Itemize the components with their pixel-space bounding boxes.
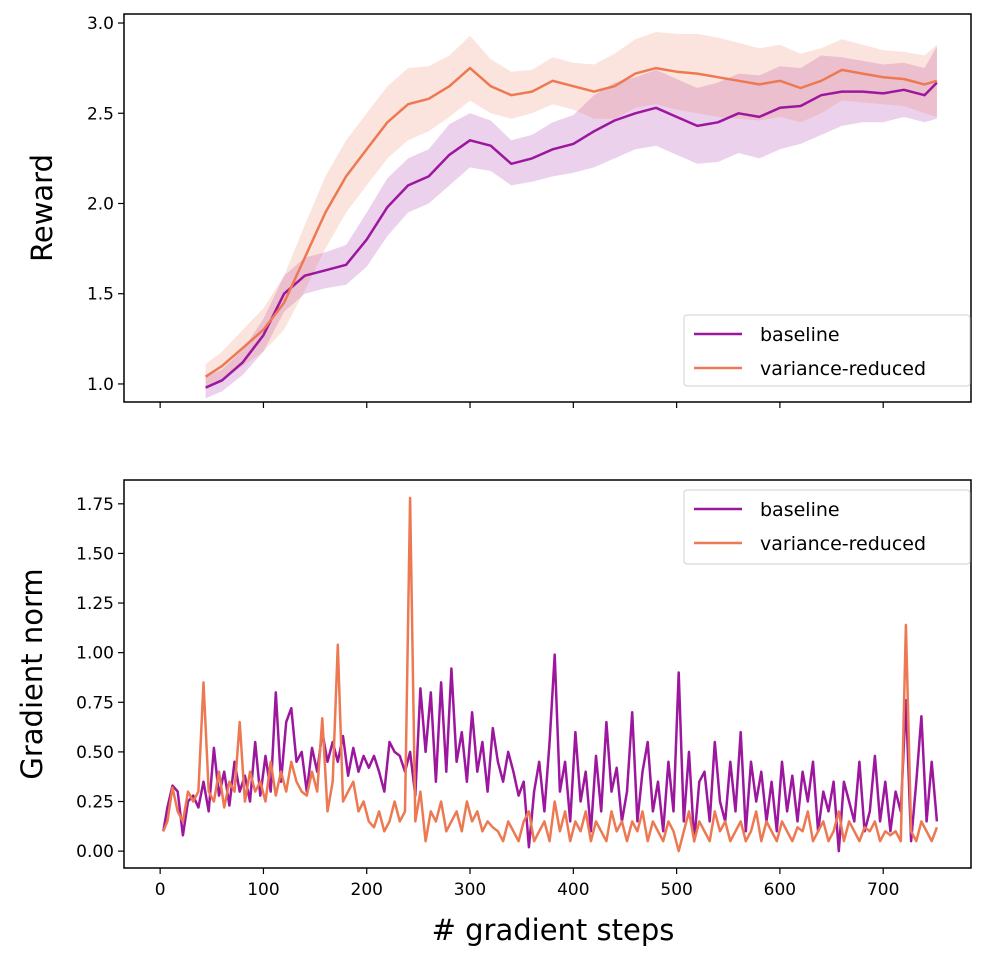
gradient-norm-plot-frame: [123, 479, 972, 869]
gradient-norm-ytick-label: 1.25: [76, 594, 114, 614]
gradient-norm-xtick-label: 600: [764, 880, 796, 900]
reward-line-baseline: [205, 81, 938, 389]
gradient-norm-chart: 0.00 0.25 0.50 0.75 1.00 1.25 1.50 1.75 0 100 200 3…: [15, 479, 972, 947]
reward-band-baseline: [205, 46, 937, 399]
legend-variance-reduced-label: variance-reduced: [760, 358, 926, 380]
reward-plot-frame: [123, 13, 972, 403]
reward-line-variance-reduced: [204, 66, 938, 378]
gradient-norm-xtick-label: 200: [351, 880, 383, 900]
gradient-norm-xtick-label: 500: [660, 880, 692, 900]
reward-ylabel: Reward: [25, 154, 59, 262]
gradient-norm-legend-box: [683, 489, 971, 565]
gradient-norm-ytick-label: 0.00: [76, 842, 114, 862]
gradient-norm-xtick-label: 100: [247, 880, 279, 900]
reward-chart: 1.0 1.5 2.0 2.5 3.0 Reward baseline variance…: [25, 13, 972, 408]
reward-ytick-label: 1.0: [87, 375, 114, 395]
reward-axes: 1.0 1.5 2.0 2.5 3.0: [87, 14, 884, 408]
gradient-norm-ytick-label: 0.25: [76, 793, 114, 813]
gradient-norm-axes: 0.00 0.25 0.50 0.75 1.00 1.25 1.50 1.75 0 100 200 3…: [76, 495, 899, 900]
reward-legend-box: [683, 314, 971, 387]
reward-ytick-label: 2.0: [87, 194, 114, 214]
gradient-norm-xtick-label: 0: [155, 880, 166, 900]
gradient-norm-xlabel: # gradient steps: [432, 913, 675, 947]
reward-ytick-label: 3.0: [87, 14, 114, 34]
gradient-norm-ytick-label: 0.50: [76, 743, 114, 763]
gradient-norm-legend: baseline variance-reduced: [683, 489, 971, 565]
gradient-norm-ytick-label: 1.75: [76, 495, 114, 515]
reward-ytick-label: 1.5: [87, 285, 114, 305]
reward-ytick-label: 2.5: [87, 104, 114, 124]
gradient-norm-xtick-label: 700: [867, 880, 899, 900]
gradient-norm-line-variance-reduced: [162, 496, 939, 853]
gradient-norm-ytick-label: 1.00: [76, 644, 114, 664]
gradient-norm-ytick-label: 0.75: [76, 693, 114, 713]
legend-variance-reduced-label: variance-reduced: [760, 533, 926, 555]
reward-legend: baseline variance-reduced: [683, 314, 971, 387]
gradient-norm-ytick-label: 1.50: [76, 544, 114, 564]
reward-lines: [204, 66, 938, 389]
gradient-norm-lines: [162, 496, 939, 853]
gradient-norm-xtick-label: 400: [557, 880, 589, 900]
gradient-norm-ylabel: Gradient norm: [15, 568, 49, 779]
legend-baseline-label: baseline: [760, 499, 840, 521]
gradient-norm-xtick-label: 300: [454, 880, 486, 900]
legend-baseline-label: baseline: [760, 324, 840, 346]
gradient-norm-line-baseline: [162, 653, 939, 853]
